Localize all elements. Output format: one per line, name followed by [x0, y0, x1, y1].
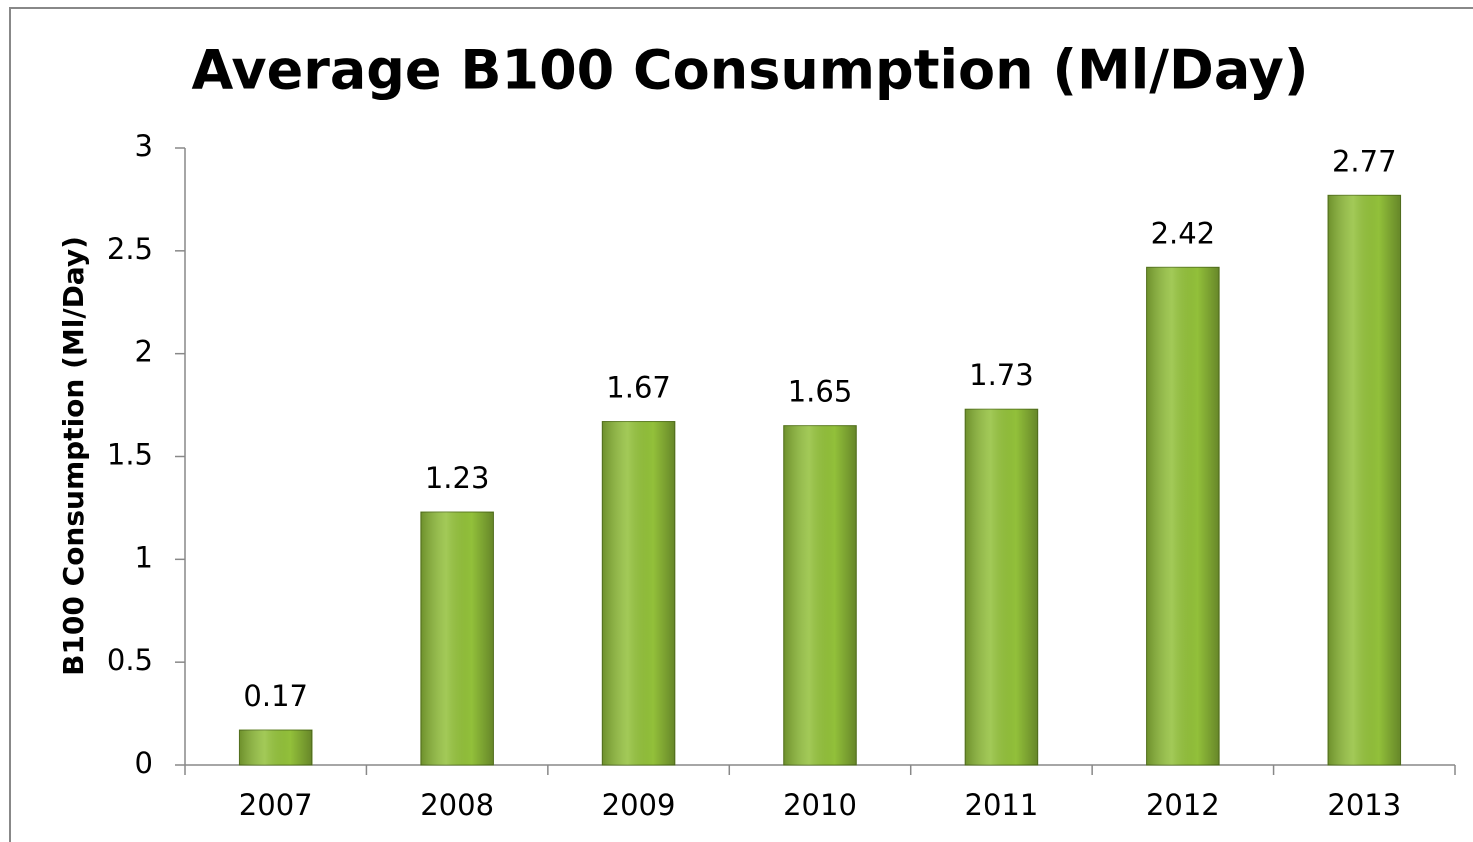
data-label: 1.65 — [788, 375, 853, 409]
bar — [964, 408, 1039, 766]
x-tick-label: 2012 — [1146, 788, 1220, 822]
bar — [420, 511, 494, 766]
y-tick-label: 0 — [135, 746, 153, 780]
x-tick-label: 2008 — [420, 788, 494, 822]
data-label: 0.17 — [243, 679, 308, 713]
y-tick-label: 1 — [135, 540, 153, 574]
data-label: 2.77 — [1332, 144, 1397, 178]
x-tick-label: 2011 — [965, 788, 1039, 822]
bar — [1327, 194, 1402, 766]
data-label: 1.73 — [969, 358, 1034, 392]
y-tick-label: 2 — [135, 335, 153, 369]
y-axis-label: B100 Consumption (Ml/Day) — [57, 236, 90, 676]
bar — [783, 425, 857, 766]
data-label: 1.67 — [606, 371, 671, 405]
chart-title: Average B100 Consumption (Ml/Day) — [192, 39, 1309, 102]
bar — [601, 421, 676, 766]
data-label: 2.42 — [1151, 216, 1216, 250]
y-tick-label: 0.5 — [107, 643, 153, 677]
y-tick-label: 2.5 — [107, 232, 153, 266]
x-tick-label: 2013 — [1327, 788, 1401, 822]
x-tick-label: 2009 — [602, 788, 676, 822]
y-tick-label: 3 — [135, 129, 153, 163]
chart-frame — [9, 7, 1473, 842]
bar — [1146, 266, 1220, 766]
x-tick-label: 2007 — [239, 788, 313, 822]
bar — [238, 729, 313, 766]
data-label: 1.23 — [425, 461, 490, 495]
x-tick-label: 2010 — [783, 788, 857, 822]
y-tick-label: 1.5 — [107, 438, 153, 472]
